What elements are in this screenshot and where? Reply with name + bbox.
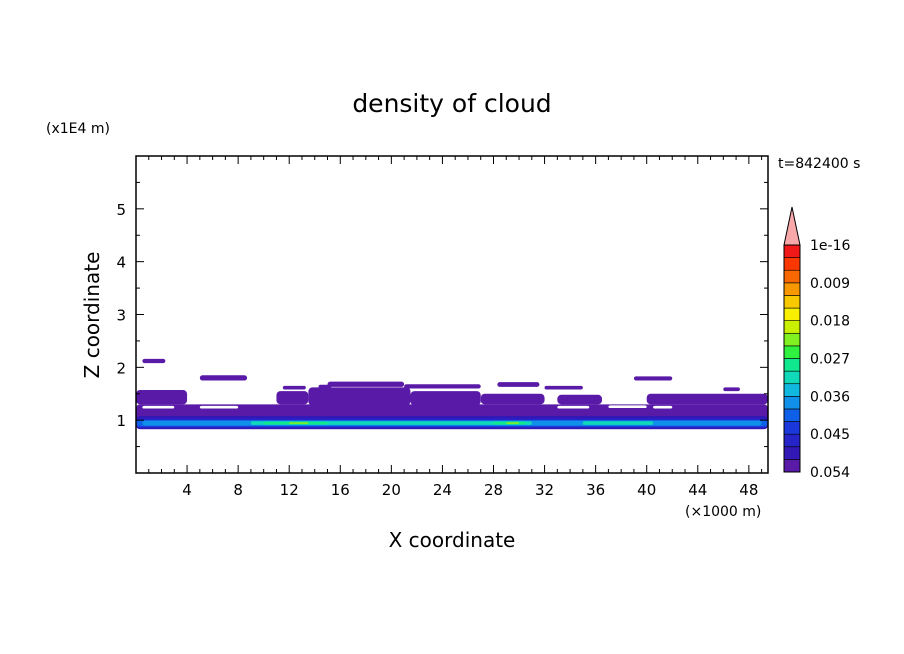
contour-region xyxy=(404,384,481,389)
contour-gap xyxy=(653,405,673,409)
colorbar: 0.054 0.045 0.036 0.027 0.018 0.009 1e-16 xyxy=(783,206,850,481)
contour-gap xyxy=(608,405,647,409)
x-unit-label: (×1000 m) xyxy=(685,504,761,520)
time-label: t=842400 s xyxy=(778,156,860,172)
y-tick-label: 1 xyxy=(116,412,126,430)
y-tick-label: 3 xyxy=(116,307,126,325)
colorbar-label: 0.027 xyxy=(810,352,850,368)
x-tick-label: 4 xyxy=(182,481,192,499)
colorbar-label: 0.018 xyxy=(810,314,850,330)
chart-title: density of cloud xyxy=(352,89,551,118)
contour-region xyxy=(410,391,481,406)
y-unit-label: (x1E4 m) xyxy=(46,121,110,137)
colorbar-label: 1e-16 xyxy=(810,238,850,254)
colorbar-level xyxy=(783,383,801,397)
x-tick-label: 36 xyxy=(586,481,605,499)
contour-gap xyxy=(199,405,239,409)
contour-region xyxy=(506,422,520,424)
contour-region xyxy=(308,387,411,406)
contour-region xyxy=(199,375,248,381)
x-tick-label: 16 xyxy=(331,481,350,499)
x-tick-label: 48 xyxy=(739,481,758,499)
colorbar-level xyxy=(783,421,801,435)
colorbar-level xyxy=(783,345,801,359)
colorbar-overflow-triangle xyxy=(783,206,801,246)
x-tick-label: 8 xyxy=(233,481,243,499)
contour-region xyxy=(289,422,309,424)
colorbar-frame xyxy=(783,244,801,473)
colorbar-level xyxy=(783,257,801,271)
colorbar-level xyxy=(783,244,801,258)
colorbar-level xyxy=(783,358,801,372)
colorbar-level xyxy=(783,320,801,334)
colorbar-level xyxy=(783,370,801,385)
x-tick-label: 40 xyxy=(637,481,656,499)
colorbar-level xyxy=(783,269,801,284)
colorbar-label: 0.009 xyxy=(810,276,850,292)
colorbar-level xyxy=(783,446,801,460)
y-axis-label: Z coordinate xyxy=(80,252,104,379)
colorbar-label: 0.036 xyxy=(810,389,850,405)
contour-region xyxy=(544,385,583,390)
x-tick-label: 12 xyxy=(280,481,299,499)
contour-region xyxy=(276,391,309,405)
x-tick-label: 24 xyxy=(433,481,452,499)
x-tick-label: 28 xyxy=(484,481,503,499)
contour-region xyxy=(327,381,405,387)
x-tick-label: 32 xyxy=(535,481,554,499)
colorbar-level xyxy=(783,396,801,410)
colorbar-level xyxy=(783,295,801,309)
y-tick-label: 5 xyxy=(116,201,126,219)
y-tick-label: 4 xyxy=(116,254,126,272)
colorbar-level xyxy=(783,282,801,296)
colorbar-level xyxy=(783,408,801,422)
contour-region xyxy=(582,421,654,425)
x-tick-label: 20 xyxy=(382,481,401,499)
colorbar-level xyxy=(783,307,801,321)
colorbar-label: 0.054 xyxy=(810,465,850,481)
contour-gap xyxy=(557,405,590,409)
contour-region xyxy=(282,385,306,390)
x-tick-label: 44 xyxy=(688,481,707,499)
colorbar-level xyxy=(783,433,801,448)
x-axis-label: X coordinate xyxy=(389,528,516,552)
y-tick-label: 2 xyxy=(116,359,126,377)
colorbar-level xyxy=(783,459,801,473)
contour-region xyxy=(480,393,545,405)
colorbar-level xyxy=(783,332,801,347)
colorbar-label: 0.045 xyxy=(810,427,850,443)
contour-region xyxy=(557,394,603,405)
contour-gap xyxy=(142,405,175,409)
contour-region xyxy=(136,390,188,405)
contour-region xyxy=(723,387,740,392)
contour-region xyxy=(646,393,768,405)
contour-region xyxy=(633,376,673,381)
contour-region xyxy=(142,358,166,364)
contour-region xyxy=(497,382,540,387)
